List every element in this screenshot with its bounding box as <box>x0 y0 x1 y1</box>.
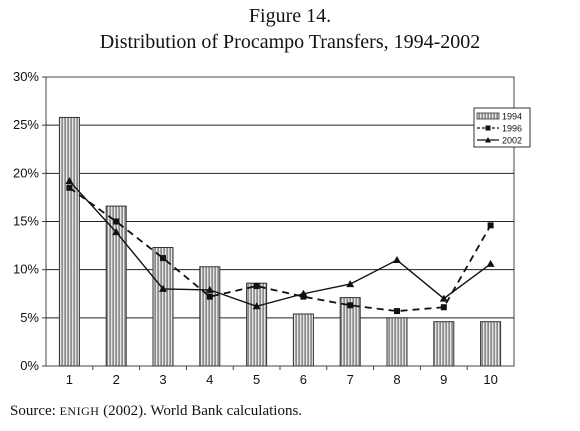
figure-number: Figure 14. <box>248 5 332 27</box>
legend: 1994 1996 2002 <box>473 107 531 148</box>
source-note: Source: ENIGH (2002). World Bank calcula… <box>10 403 302 420</box>
legend-marker <box>485 137 491 143</box>
bar <box>292 313 314 367</box>
x-tick-label: 4 <box>206 372 213 387</box>
marker-1996 <box>66 184 73 191</box>
x-tick-label: 2 <box>113 372 120 387</box>
procampo-chart: 0% 5% 10% 15% 20% 25% 30% 1 2 3 4 5 6 7 8 9 10 1994 1996… <box>13 69 531 387</box>
bar <box>152 247 174 367</box>
marker-1996 <box>487 222 494 229</box>
marker-1996 <box>440 304 447 311</box>
bar <box>339 297 361 367</box>
marker-2002 <box>205 285 214 293</box>
marker-2002 <box>299 289 308 297</box>
legend-label: 2002 <box>502 136 522 146</box>
x-tick-label: 10 <box>483 372 497 387</box>
y-tick-label: 5% <box>20 310 39 325</box>
marker-2002 <box>112 228 121 236</box>
series-line-1996 <box>68 187 492 312</box>
x-tick-label: 3 <box>159 372 166 387</box>
figure-title: Distribution of Procampo Transfers, 1994… <box>99 31 481 53</box>
y-tick-label: 0% <box>20 358 39 373</box>
bar <box>58 116 80 367</box>
marker-2002 <box>439 294 448 302</box>
source-prefix: Source: <box>10 403 60 419</box>
marker-1996 <box>394 308 400 315</box>
x-tick-label: 5 <box>253 372 260 387</box>
marker-2002 <box>65 177 74 185</box>
x-tick-label: 8 <box>393 372 400 387</box>
y-tick-label: 25% <box>13 117 39 132</box>
series-line-2002 <box>68 180 492 308</box>
legend-swatch <box>476 112 500 120</box>
legend-marker <box>485 125 491 131</box>
y-tick-label: 20% <box>13 165 39 180</box>
x-tick-label: 7 <box>347 372 354 387</box>
line-series <box>65 177 495 315</box>
bar <box>105 205 127 367</box>
bar <box>433 321 455 367</box>
marker-2002 <box>252 302 261 310</box>
y-tick-label: 10% <box>13 262 39 277</box>
marker-2002 <box>159 284 167 292</box>
y-tick-label: 15% <box>13 214 39 229</box>
marker-2002 <box>346 280 355 288</box>
marker-2002 <box>486 259 495 267</box>
legend-label: 1996 <box>502 124 522 134</box>
x-tick-label: 6 <box>300 372 307 387</box>
bar <box>480 321 502 367</box>
bar <box>199 266 221 367</box>
y-axis: 0% 5% 10% 15% 20% 25% 30% <box>13 69 46 373</box>
marker-1996 <box>113 218 120 225</box>
x-tick-label: 9 <box>440 372 447 387</box>
legend-label: 1994 <box>502 112 522 122</box>
marker-1996 <box>347 302 354 309</box>
x-axis: 1 2 3 4 5 6 7 8 9 10 <box>66 366 498 387</box>
marker-2002 <box>393 256 401 264</box>
marker-1996 <box>206 293 213 300</box>
x-tick-label: 1 <box>66 372 73 387</box>
source-acronym: ENIGH <box>59 404 100 418</box>
marker-1996 <box>160 255 166 262</box>
source-rest: (2002). World Bank calculations. <box>99 403 303 419</box>
marker-1996 <box>253 283 260 290</box>
bar <box>246 282 268 367</box>
bar <box>386 317 408 367</box>
y-tick-label: 30% <box>13 69 39 84</box>
